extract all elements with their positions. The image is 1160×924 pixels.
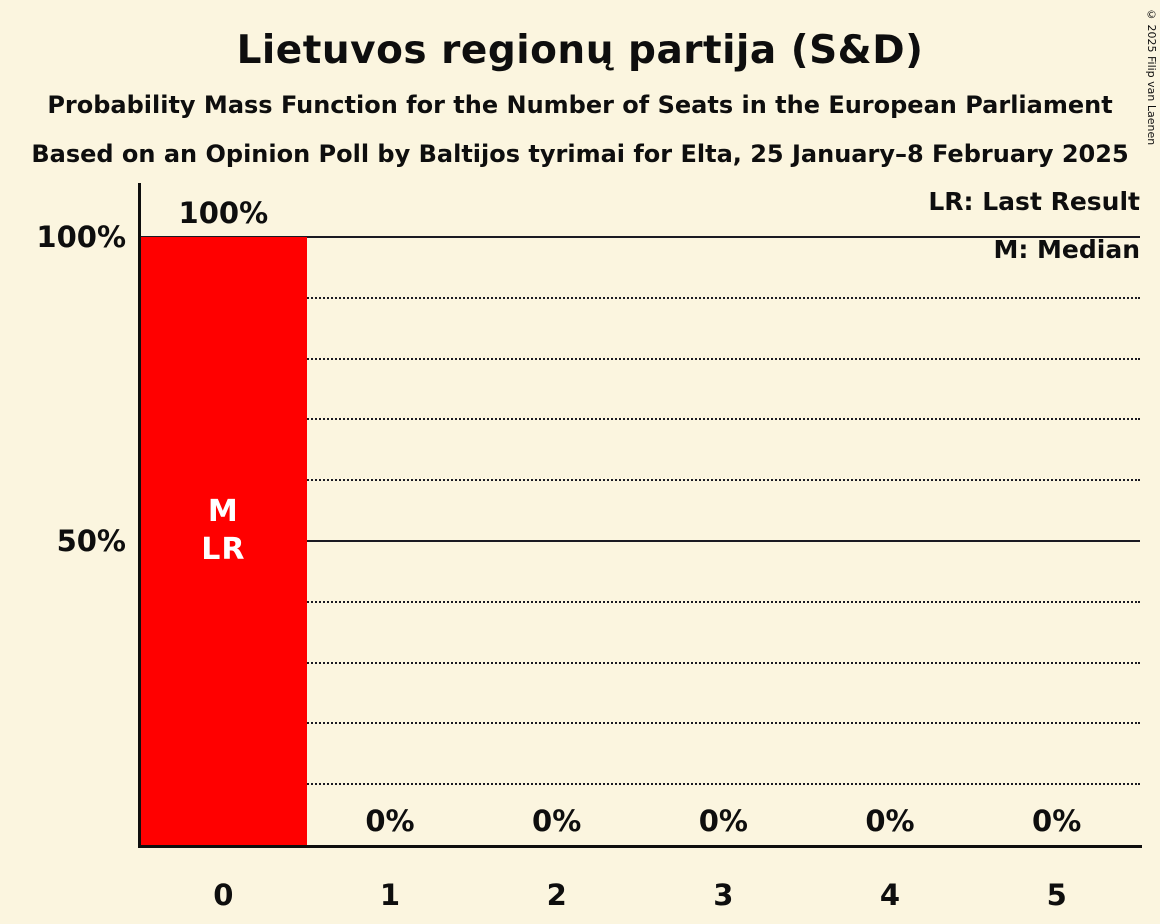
gridline-dotted-20 xyxy=(140,722,1140,725)
x-axis-label-2: 2 xyxy=(546,878,567,912)
legend-median: M: Median xyxy=(993,235,1140,264)
bar-annotation-line: LR xyxy=(201,532,246,567)
x-axis-label-3: 3 xyxy=(713,878,734,912)
copyright-text: © 2025 Filip van Laenen xyxy=(1145,8,1158,146)
bar-value-label-1: 0% xyxy=(365,804,415,838)
gridline-solid-50 xyxy=(140,540,1140,542)
plot-area: 100% 0% 0% 0% 0% 0% M LR xyxy=(140,196,1140,845)
gridline-dotted-40 xyxy=(140,600,1140,603)
x-axis-label-0: 0 xyxy=(213,878,234,912)
x-axis-line xyxy=(138,845,1142,848)
gridline-dotted-70 xyxy=(140,418,1140,421)
y-axis-label-100: 100% xyxy=(36,220,126,254)
gridline-solid-100 xyxy=(140,236,1140,238)
bar-annotation-line: M xyxy=(207,494,239,529)
bar-value-label-3: 0% xyxy=(698,804,748,838)
legend-last-result: LR: Last Result xyxy=(928,187,1140,216)
chart-subtitle-poll: Based on an Opinion Poll by Baltijos tyr… xyxy=(31,140,1129,168)
gridline-dotted-30 xyxy=(140,661,1140,664)
y-axis-line xyxy=(138,183,141,848)
x-axis-label-1: 1 xyxy=(379,878,401,912)
bar-seats-0 xyxy=(140,237,307,845)
bar-value-label-5: 0% xyxy=(1032,804,1082,838)
gridline-dotted-90 xyxy=(140,296,1140,299)
gridline-dotted-60 xyxy=(140,479,1140,482)
y-axis-label-50: 50% xyxy=(56,524,126,558)
x-axis-label-5: 5 xyxy=(1046,878,1067,912)
bar-value-label-0: 100% xyxy=(178,196,269,230)
x-axis-label-4: 4 xyxy=(879,878,901,912)
gridline-dotted-10 xyxy=(140,783,1140,786)
bar-value-label-4: 0% xyxy=(865,804,915,838)
chart-title: Lietuvos regionų partija (S&D) xyxy=(236,28,924,73)
bar-annotation-median-lastresult: M LR xyxy=(140,493,307,569)
gridline-dotted-80 xyxy=(140,357,1140,360)
chart-subtitle-pmf: Probability Mass Function for the Number… xyxy=(47,91,1113,119)
bar-value-label-2: 0% xyxy=(532,804,582,838)
